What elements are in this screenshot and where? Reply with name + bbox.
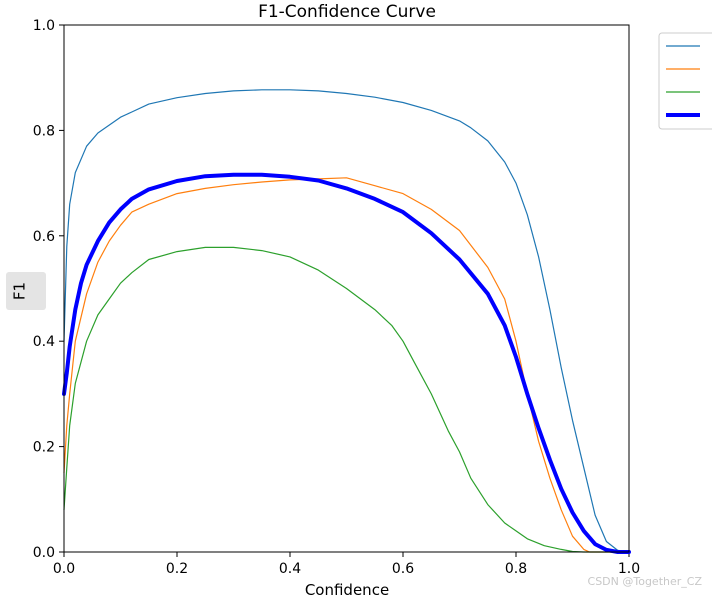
series-line-2 bbox=[63, 177, 630, 553]
x-tick-label: 0.6 bbox=[392, 561, 414, 577]
x-tick-label: 1.0 bbox=[618, 561, 640, 577]
y-tick-label: 0.2 bbox=[33, 440, 55, 456]
series-line-3 bbox=[63, 246, 630, 553]
series-line-4 bbox=[62, 172, 631, 554]
y-tick-label: 0.4 bbox=[33, 334, 55, 350]
chart-title: F1-Confidence Curve bbox=[258, 2, 436, 22]
y-tick-label: 0.8 bbox=[33, 123, 55, 139]
y-tick-label: 1.0 bbox=[33, 18, 55, 34]
plot-frame bbox=[63, 24, 630, 553]
y-tick-label: 0.6 bbox=[33, 229, 55, 245]
watermark: CSDN @Together_CZ bbox=[587, 575, 702, 588]
x-tick-label: 0.0 bbox=[53, 561, 75, 577]
x-tick-label: 0.4 bbox=[279, 561, 301, 577]
legend-box bbox=[658, 32, 712, 130]
series-line-1 bbox=[63, 89, 630, 553]
x-axis-label: Confidence bbox=[305, 581, 389, 596]
x-tick-label: 0.2 bbox=[166, 561, 188, 577]
y-axis-label: F1 bbox=[11, 282, 29, 300]
x-tick-label: 0.8 bbox=[505, 561, 527, 577]
y-tick-label: 0.0 bbox=[33, 545, 55, 561]
ylabel-background bbox=[6, 272, 46, 310]
legend bbox=[658, 32, 712, 130]
